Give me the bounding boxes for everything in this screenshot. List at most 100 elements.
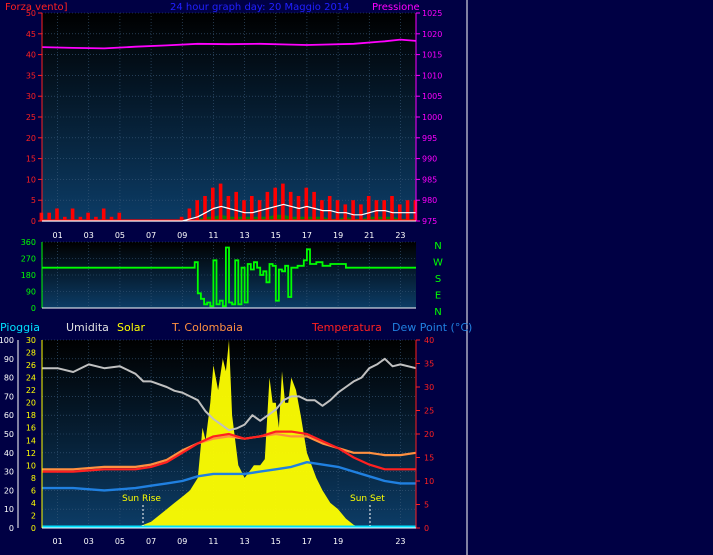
wind-tick-label: 0 [31, 217, 36, 226]
gust-bar [211, 187, 215, 221]
gust-bar [366, 196, 371, 221]
gust-bar [101, 208, 106, 221]
gust-bar [70, 208, 75, 221]
direction-tick-label: 180 [21, 271, 36, 280]
pressure-tick-label: 985 [422, 175, 437, 184]
compass-label: S [435, 274, 441, 285]
temp-tick-label: 10 [424, 477, 434, 486]
gust-bar [94, 216, 98, 221]
wind-direction-line [42, 246, 416, 308]
temperature-line [42, 430, 416, 473]
x-tick-label: 05 [115, 231, 125, 240]
x-tick-label: 09 [177, 231, 187, 240]
gust-bar [218, 183, 223, 221]
humidity-tick-label: 0 [9, 524, 14, 533]
solar-tick-label: 26 [26, 361, 36, 370]
solar-tick-label: 4 [31, 499, 36, 508]
compass-label: N [434, 307, 441, 318]
gust-bar [86, 212, 90, 221]
x-tick-label: 21 [364, 231, 374, 240]
humidity-tick-label: 80 [4, 374, 14, 383]
legend-pioggia: Pioggia [0, 321, 40, 334]
wind-tick-label: 20 [26, 134, 36, 143]
gust-bar [234, 191, 238, 221]
solar-tick-label: 8 [31, 474, 36, 483]
pressure-tick-label: 990 [422, 155, 437, 164]
wind-tick-label: 35 [26, 71, 36, 80]
temp-tick-label: 25 [424, 407, 434, 416]
gust-bar [390, 196, 394, 221]
gust-bar [195, 200, 199, 221]
gust-bar [179, 216, 184, 221]
temp-tick-label: 15 [424, 454, 434, 463]
compass-label: N [434, 241, 441, 252]
gust-bar [265, 191, 270, 221]
x-tick-label: 13 [239, 537, 249, 546]
x-tick-label: 15 [271, 537, 281, 546]
solar-tick-label: 12 [26, 449, 36, 458]
sun-set-label: Sun Set [350, 494, 385, 504]
pressure-tick-label: 1025 [422, 9, 442, 18]
direction-tick-label: 0 [31, 304, 36, 313]
x-tick-label: 07 [146, 537, 156, 546]
wind-tick-label: 30 [26, 92, 36, 101]
x-tick-label: 03 [84, 537, 94, 546]
temp-tick-label: 30 [424, 383, 434, 392]
x-tick-label: 19 [333, 231, 343, 240]
gust-bar [39, 212, 44, 221]
right-background [467, 0, 713, 555]
compass-label: W [433, 258, 443, 269]
solar-tick-label: 10 [26, 461, 36, 470]
pressure-tick-label: 995 [422, 134, 437, 143]
solar-tick-label: 18 [26, 411, 36, 420]
solar-tick-label: 20 [26, 399, 36, 408]
x-tick-label: 17 [302, 537, 312, 546]
x-tick-label: 07 [146, 231, 156, 240]
wind-tick-label: 5 [31, 196, 36, 205]
pressure-tick-label: 1015 [422, 51, 442, 60]
gust-bar [242, 200, 246, 221]
gust-bar [413, 200, 418, 221]
solar-tick-label: 0 [31, 524, 36, 533]
temp-tick-label: 5 [424, 501, 429, 510]
gust-bar [405, 200, 410, 221]
pressure-tick-label: 1020 [422, 30, 442, 39]
pressure-tick-label: 980 [422, 196, 437, 205]
x-tick-label: 23 [395, 231, 405, 240]
wind-tick-label: 40 [26, 51, 36, 60]
wind-tick-label: 25 [26, 113, 36, 122]
gust-bar [117, 212, 122, 221]
x-tick-label: 17 [302, 231, 312, 240]
humidity-tick-label: 10 [4, 505, 14, 514]
x-tick-label: 01 [52, 537, 62, 546]
gust-bar [359, 204, 363, 221]
x-tick-label: 23 [395, 537, 405, 546]
gust-bar [187, 208, 192, 221]
direction-tick-label: 360 [21, 238, 36, 247]
x-tick-label: 11 [208, 537, 218, 546]
humidity-line [42, 357, 417, 432]
humidity-tick-label: 100 [0, 336, 14, 345]
x-tick-label: 13 [239, 231, 249, 240]
humidity-tick-label: 50 [4, 430, 14, 439]
temp-tick-label: 40 [424, 336, 434, 345]
gust-bar [203, 196, 207, 221]
pressure-axis-label: Pressione [372, 2, 420, 13]
humidity-tick-label: 90 [4, 355, 14, 364]
sun-rise-label: Sun Rise [122, 494, 161, 504]
legend-dew-point: Dew Point (°C) [392, 321, 472, 334]
humidity-tick-label: 30 [4, 468, 14, 477]
pressure-tick-label: 975 [422, 217, 437, 226]
x-tick-label: 19 [333, 537, 343, 546]
x-tick-label: 11 [208, 231, 218, 240]
legend-t-colombaia: T. Colombaia [171, 321, 243, 334]
direction-tick-label: 270 [21, 255, 36, 264]
gust-bar [335, 200, 340, 221]
solar-tick-label: 6 [31, 486, 36, 495]
wind-avg-line [42, 203, 416, 222]
temp-tick-label: 35 [424, 360, 434, 369]
pressure-line [41, 38, 417, 50]
humidity-tick-label: 40 [4, 449, 14, 458]
humidity-tick-label: 20 [4, 486, 14, 495]
